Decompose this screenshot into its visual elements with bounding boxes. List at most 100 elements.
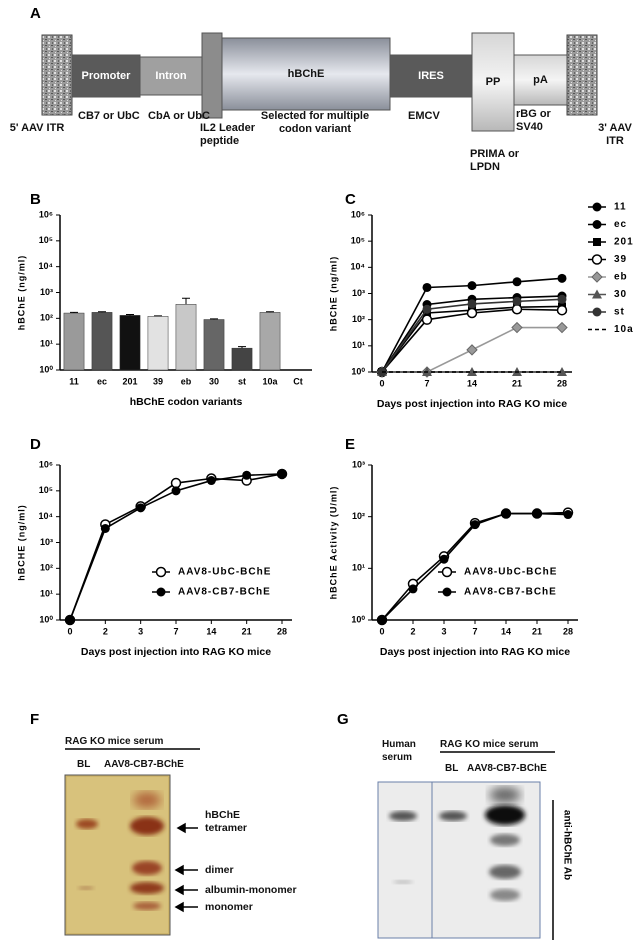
series-line <box>69 473 283 621</box>
x-tick-label: 21 <box>532 626 542 636</box>
series-line <box>69 473 283 621</box>
data-point <box>511 321 523 334</box>
x-axis-label: hBChE codon variants <box>130 396 243 408</box>
itr-left <box>41 34 73 116</box>
data-point <box>422 304 432 314</box>
data-point <box>470 520 480 530</box>
x-tick-label: 14 <box>467 378 477 388</box>
band-label: hBChE tetramer <box>205 809 248 834</box>
x-tick-label: Ct <box>293 376 303 386</box>
data-point <box>556 321 568 334</box>
bar <box>203 319 225 371</box>
y-tick-label: 10⁰ <box>351 614 365 624</box>
data-point <box>421 314 433 325</box>
diagram-caption: rBG or SV40 <box>516 108 551 133</box>
y-tick-label: 10⁴ <box>39 511 53 521</box>
y-tick-label: 10⁴ <box>39 261 53 271</box>
block-label: pA <box>533 74 548 86</box>
y-axis-label: hBChE (ng/ml) <box>328 256 338 332</box>
y-tick-label: 10⁵ <box>351 236 365 246</box>
x-tick-label: 11 <box>69 376 79 386</box>
legend-label: AAV8-CB7-BChE <box>464 587 557 598</box>
legend-label: 11 <box>614 202 627 213</box>
panel-letter: G <box>337 711 349 728</box>
data-point <box>532 509 542 519</box>
bar <box>231 347 253 371</box>
x-tick-label: 7 <box>424 378 429 388</box>
y-tick-label: 10² <box>352 314 365 324</box>
panel-letter: D <box>30 436 41 453</box>
x-tick-label: 14 <box>501 626 511 636</box>
error-bar <box>98 311 106 313</box>
y-tick-label: 10¹ <box>352 340 365 350</box>
x-tick-label: 7 <box>173 626 178 636</box>
legend-label: AAV8-UbC-BChE <box>178 567 271 578</box>
lane-label: AAV8-CB7-BChE <box>467 763 547 774</box>
band-label: monomer <box>205 901 253 913</box>
x-tick-label: eb <box>181 376 192 386</box>
x-tick-label: 7 <box>472 626 477 636</box>
x-tick-label: 21 <box>242 626 252 636</box>
data-point <box>556 304 568 316</box>
data-point <box>512 296 522 306</box>
band-label: dimer <box>205 864 234 876</box>
legend-marker <box>592 220 602 229</box>
error-bar <box>126 314 134 316</box>
data-point <box>501 509 511 519</box>
data-point <box>467 281 477 291</box>
lane-label: BL <box>445 763 459 774</box>
legend-label: 10a <box>614 324 634 335</box>
error-bar <box>182 297 190 305</box>
antibody-label: anti-hBChE Ab <box>561 810 572 880</box>
data-point <box>136 503 146 513</box>
data-point <box>170 477 182 489</box>
diagram-caption: 3' AAV ITR <box>598 122 632 147</box>
band-label: albumin-monomer <box>205 884 297 896</box>
block-label: hBChE <box>288 68 325 80</box>
data-point <box>557 273 567 283</box>
legend-marker <box>441 566 453 578</box>
y-tick-label: 10¹ <box>40 589 53 599</box>
lane-label: AAV8-CB7-BChE <box>104 759 184 770</box>
bar <box>175 304 197 371</box>
legend-marker <box>593 238 601 246</box>
legend-marker <box>592 202 602 212</box>
data-point <box>557 367 567 376</box>
vector-diagram <box>41 32 598 119</box>
x-tick-label: 201 <box>122 376 137 386</box>
block-label: IRES <box>418 70 444 82</box>
x-axis-label: Days post injection into RAG KO mice <box>377 398 567 410</box>
itr-right <box>566 34 598 116</box>
y-tick-label: 10³ <box>352 288 365 298</box>
block-label: Intron <box>155 70 186 82</box>
legend-label: ec <box>614 219 627 230</box>
diagram-caption: PRIMA or LPDN <box>470 148 520 173</box>
y-axis-label: hBChE Activity (U/ml) <box>328 486 338 600</box>
y-tick-label: 10¹ <box>40 339 53 349</box>
gel-g <box>377 751 555 940</box>
x-tick-label: 0 <box>379 626 384 636</box>
y-tick-label: 10⁰ <box>39 614 53 624</box>
y-tick-label: 10⁶ <box>39 209 53 219</box>
data-point <box>206 476 216 486</box>
vector-block <box>221 37 391 111</box>
data-point <box>100 523 110 533</box>
data-point <box>422 282 432 292</box>
x-tick-label: 28 <box>277 626 287 636</box>
data-point <box>563 510 573 520</box>
series-line <box>381 277 563 373</box>
x-tick-label: 28 <box>563 626 573 636</box>
data-point <box>65 615 75 625</box>
error-bar <box>210 318 218 320</box>
diagram-caption: CbA or UbC <box>148 110 210 122</box>
panel-letter: A <box>30 5 41 22</box>
vector-block <box>389 54 473 98</box>
panel-letter: C <box>345 191 356 208</box>
x-tick-label: 28 <box>557 378 567 388</box>
y-tick-label: 10² <box>352 511 365 521</box>
panel-letter: F <box>30 711 39 728</box>
bar <box>63 312 85 371</box>
y-tick-label: 10⁶ <box>351 209 365 219</box>
